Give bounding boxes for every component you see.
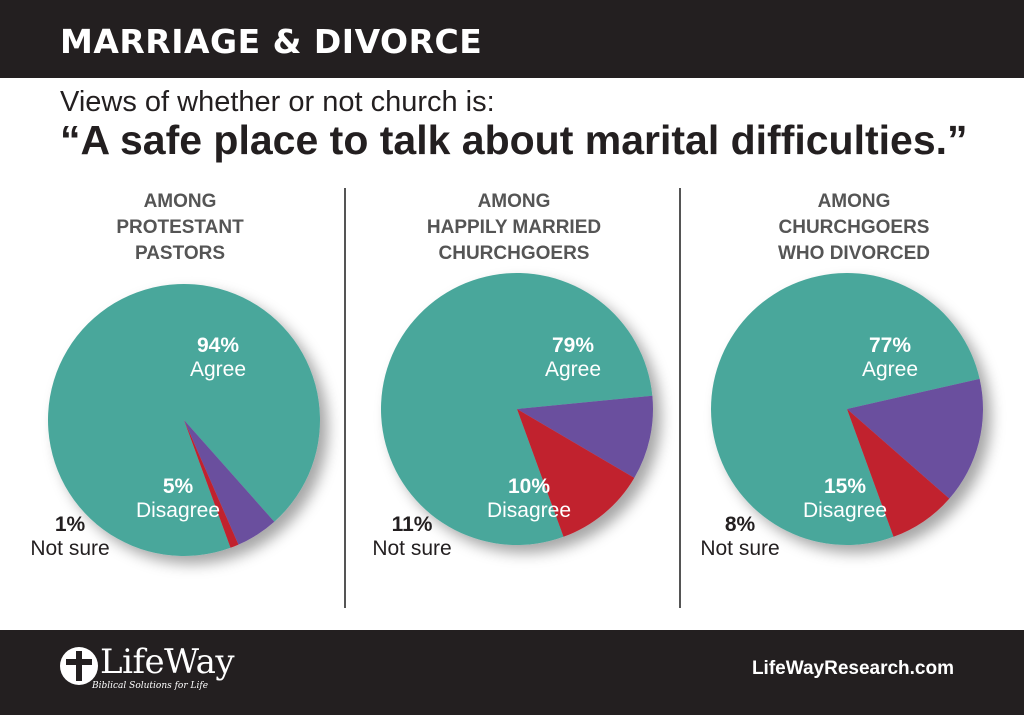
data-label-value: 10% xyxy=(508,475,550,498)
pie-slice-agree xyxy=(48,283,321,556)
pie-slice-not-sure xyxy=(847,409,950,537)
data-label-name: Disagree xyxy=(803,499,887,522)
pie-slice-not-sure xyxy=(184,420,239,548)
pie-group xyxy=(381,273,653,545)
data-label-value: 94% xyxy=(197,334,239,357)
website-link[interactable]: LifeWayResearch.com xyxy=(751,658,954,679)
pie-group xyxy=(711,273,984,545)
lifeway-cross-icon xyxy=(60,647,98,685)
pie-slice-disagree xyxy=(184,420,275,545)
data-label-value: 15% xyxy=(824,475,866,498)
data-label-name: Disagree xyxy=(136,499,220,522)
pie-slice-disagree xyxy=(517,395,653,478)
logo-text: LifeWay xyxy=(100,642,235,682)
data-label-value: 77% xyxy=(869,334,911,357)
data-label-name: Agree xyxy=(190,358,246,381)
chart-title-line: AMONG xyxy=(144,191,217,212)
data-label-value: 1% xyxy=(55,513,86,536)
pie-slice-agree xyxy=(381,273,653,545)
data-label-name: Agree xyxy=(862,358,918,381)
chart-title-line: CHURCHGOERS xyxy=(439,243,590,264)
chart-title-line: WHO DIVORCED xyxy=(778,243,930,264)
data-label-name: Agree xyxy=(545,358,601,381)
header-bar: MARRIAGE & DIVORCE xyxy=(0,0,1024,78)
chart-title-line: AMONG xyxy=(818,191,891,212)
pie-slice-disagree xyxy=(847,378,984,499)
chart-title-line: HAPPILY MARRIED xyxy=(427,217,601,238)
data-label-name: Not sure xyxy=(700,537,779,560)
data-label-value: 11% xyxy=(392,513,433,536)
data-label-name: Disagree xyxy=(487,499,571,522)
data-label-name: Not sure xyxy=(30,537,109,560)
pie-group xyxy=(48,283,321,556)
chart-title-line: PASTORS xyxy=(135,243,225,264)
page-title: MARRIAGE & DIVORCE xyxy=(60,22,483,61)
pie-slice-agree xyxy=(711,273,980,545)
footer-bar xyxy=(0,630,1024,715)
pie-slice-not-sure xyxy=(517,409,635,537)
survey-question: “A safe place to talk about marital diff… xyxy=(60,117,968,163)
data-label-value: 79% xyxy=(552,334,594,357)
data-label-value: 8% xyxy=(725,513,756,536)
chart-title-line: AMONG xyxy=(478,191,551,212)
panel-divider-1 xyxy=(344,188,346,608)
chart-title-line: CHURCHGOERS xyxy=(779,217,930,238)
logo-tagline: Biblical Solutions for Life xyxy=(92,681,209,691)
chart-title-line: PROTESTANT xyxy=(116,217,244,238)
subtitle: Views of whether or not church is: xyxy=(60,86,495,118)
data-label-value: 5% xyxy=(163,475,194,498)
data-label-name: Not sure xyxy=(372,537,451,560)
panel-divider-2 xyxy=(679,188,681,608)
